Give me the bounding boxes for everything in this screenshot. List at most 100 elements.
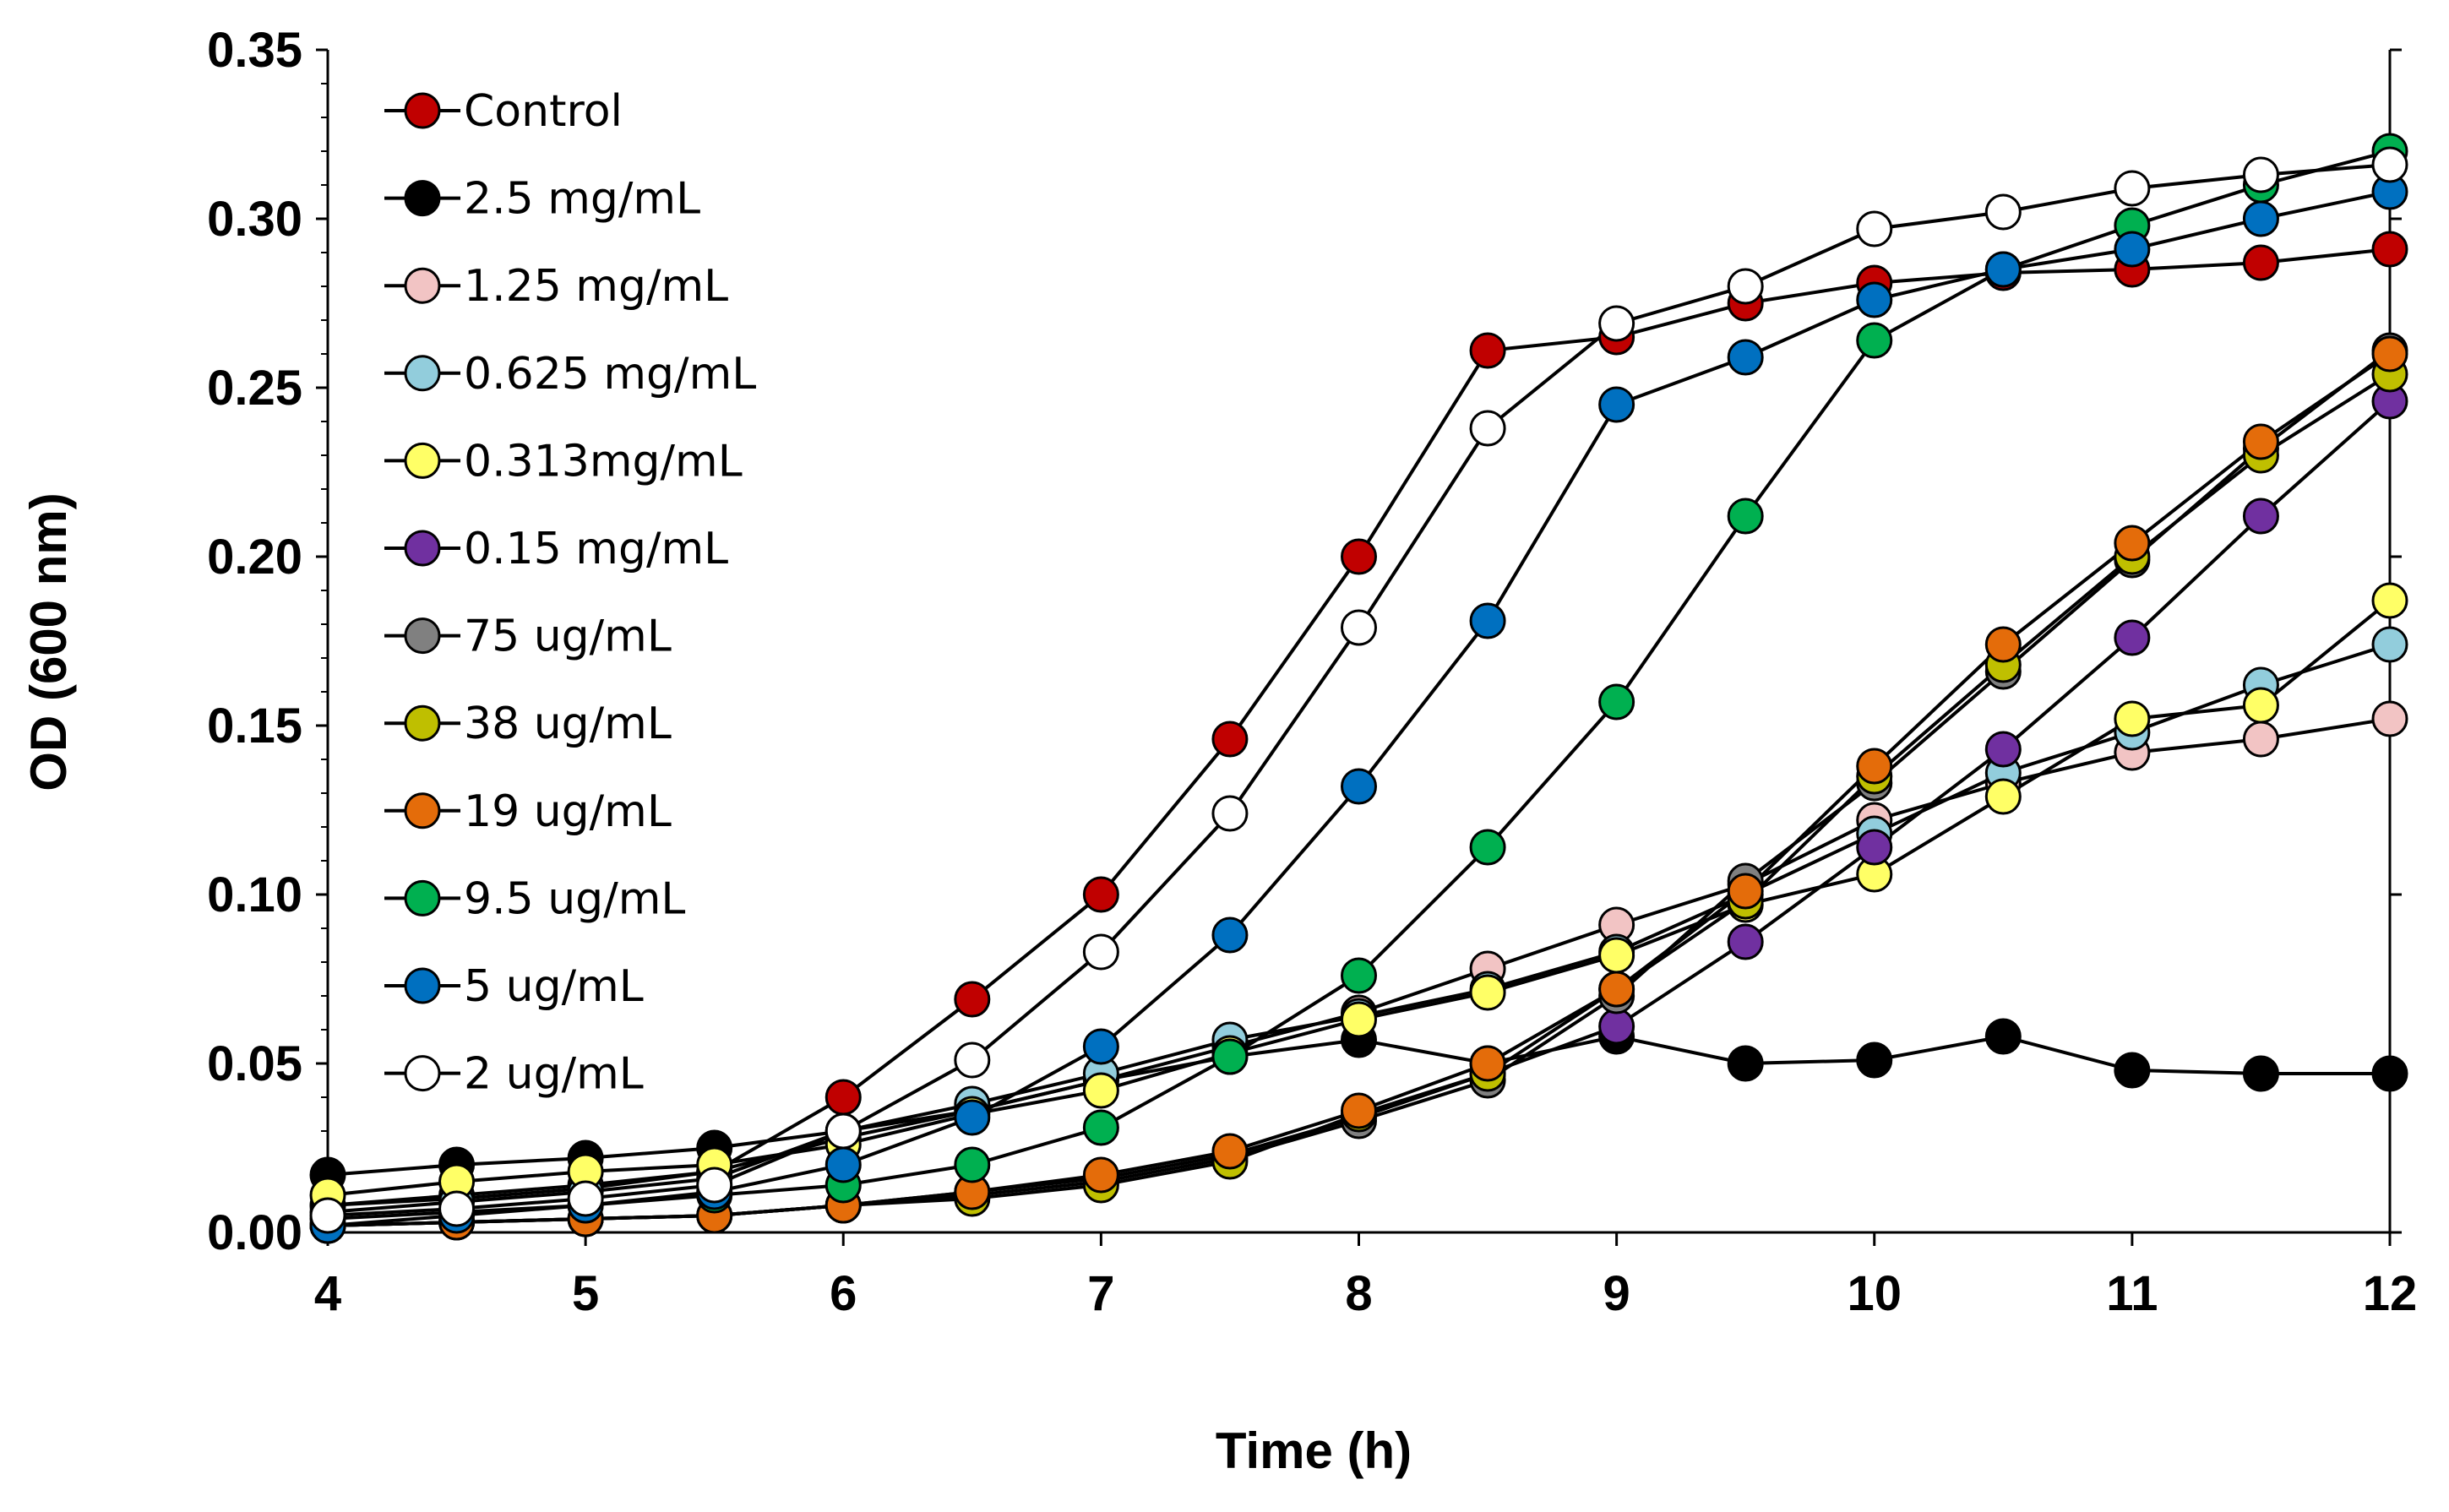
data-point <box>1727 873 1764 910</box>
legend: Control 2.5 mg/mL 1.25 mg/mL 0.625 mg/mL 0.3… <box>384 86 756 1100</box>
data-point <box>1984 626 2022 663</box>
y-tick-label: 0.00 <box>207 1205 302 1260</box>
y-tick-label: 0.10 <box>207 867 302 922</box>
legend-label: 5 ug/mL <box>464 961 644 1012</box>
data-point <box>1341 1092 1377 1129</box>
legend-label: 2 ug/mL <box>464 1049 644 1100</box>
data-point <box>1341 609 1377 646</box>
axes: 0.00 0.05 0.10 0.15 0.20 0.25 0.30 0.35 4 5 6 7 8 9 10… <box>207 23 2417 1321</box>
data-point <box>2114 525 2151 562</box>
data-point <box>1856 281 1893 318</box>
legend-marker <box>404 967 441 1004</box>
legend-marker <box>404 180 441 217</box>
legend-marker <box>404 530 441 567</box>
legend-label: 0.313mg/mL <box>464 436 743 487</box>
data-point <box>1082 1028 1119 1065</box>
legend-marker <box>404 355 441 392</box>
data-point <box>1341 538 1377 575</box>
data-point <box>954 1146 991 1183</box>
legend-marker <box>404 1055 441 1092</box>
data-point <box>1469 974 1506 1011</box>
data-point <box>1984 731 2022 768</box>
data-point <box>1082 1072 1119 1109</box>
legend-label: 9.5 ug/mL <box>464 873 685 924</box>
legend-label: 0.15 mg/mL <box>464 524 728 574</box>
x-axis-label: Time (h) <box>1216 1422 1412 1479</box>
legend-marker <box>404 92 441 129</box>
legend-marker <box>404 442 441 479</box>
data-point <box>2371 626 2408 663</box>
data-point <box>2242 687 2279 724</box>
data-point <box>1082 1156 1119 1194</box>
data-point <box>1856 1042 1893 1079</box>
data-point <box>954 981 991 1018</box>
x-tick-label: 11 <box>2106 1266 2158 1321</box>
data-point <box>2371 582 2408 619</box>
y-tick-label: 0.05 <box>207 1036 302 1091</box>
data-point <box>2371 335 2408 373</box>
data-point <box>1082 876 1119 913</box>
legend-label: Control <box>464 86 623 137</box>
data-point <box>2242 1055 2279 1092</box>
data-point <box>1211 1038 1249 1075</box>
data-point <box>1727 268 1764 305</box>
data-point <box>1341 1001 1377 1038</box>
data-point <box>1856 210 1893 247</box>
data-point <box>2242 498 2279 535</box>
series-markers <box>309 133 2408 1244</box>
data-point <box>2242 156 2279 193</box>
data-point <box>954 1042 991 1079</box>
data-point <box>1598 683 1635 721</box>
legend-label: 75 ug/mL <box>464 612 672 662</box>
x-tick-label: 8 <box>1345 1266 1372 1321</box>
data-point <box>696 1167 733 1204</box>
data-point <box>1082 1109 1119 1146</box>
legend-label: 38 ug/mL <box>464 699 672 749</box>
x-tick-label: 5 <box>572 1266 599 1321</box>
data-point <box>1598 937 1635 974</box>
legend-marker <box>404 267 441 304</box>
data-point <box>824 1146 862 1183</box>
y-tick-label: 0.25 <box>207 361 302 416</box>
data-point <box>2114 231 2151 268</box>
data-point <box>2114 170 2151 207</box>
legend-label: 19 ug/mL <box>464 786 672 837</box>
data-point <box>1598 1008 1635 1045</box>
data-point <box>1469 332 1506 369</box>
data-point <box>1984 251 2022 288</box>
data-point <box>1082 933 1119 971</box>
data-point <box>1598 971 1635 1008</box>
data-point <box>1469 829 1506 866</box>
data-point <box>1211 795 1249 832</box>
data-point <box>1727 1045 1764 1082</box>
data-point <box>824 1079 862 1116</box>
x-tick-label: 6 <box>830 1266 857 1321</box>
legend-marker <box>404 879 441 916</box>
data-point <box>1727 923 1764 960</box>
data-point <box>567 1180 604 1217</box>
data-point <box>2114 1052 2151 1089</box>
data-point <box>2242 244 2279 281</box>
data-point <box>2371 700 2408 737</box>
y-tick-label: 0.35 <box>207 23 302 78</box>
legend-label: 2.5 mg/mL <box>464 174 700 225</box>
data-point <box>1341 957 1377 994</box>
data-point <box>1211 916 1249 954</box>
data-point <box>1469 1045 1506 1082</box>
y-tick-label: 0.30 <box>207 192 302 247</box>
data-point <box>1211 1133 1249 1170</box>
data-point <box>309 1197 346 1234</box>
data-point <box>1341 768 1377 805</box>
data-point <box>2242 200 2279 237</box>
data-point <box>1598 386 1635 423</box>
legend-marker <box>404 617 441 655</box>
data-point <box>1727 339 1764 376</box>
x-tick-label: 4 <box>314 1266 341 1321</box>
data-point <box>2114 700 2151 737</box>
legend-marker <box>404 704 441 742</box>
data-point <box>1856 748 1893 785</box>
legend-marker <box>404 792 441 829</box>
data-point <box>1469 602 1506 639</box>
x-tick-label: 10 <box>1847 1266 1902 1321</box>
